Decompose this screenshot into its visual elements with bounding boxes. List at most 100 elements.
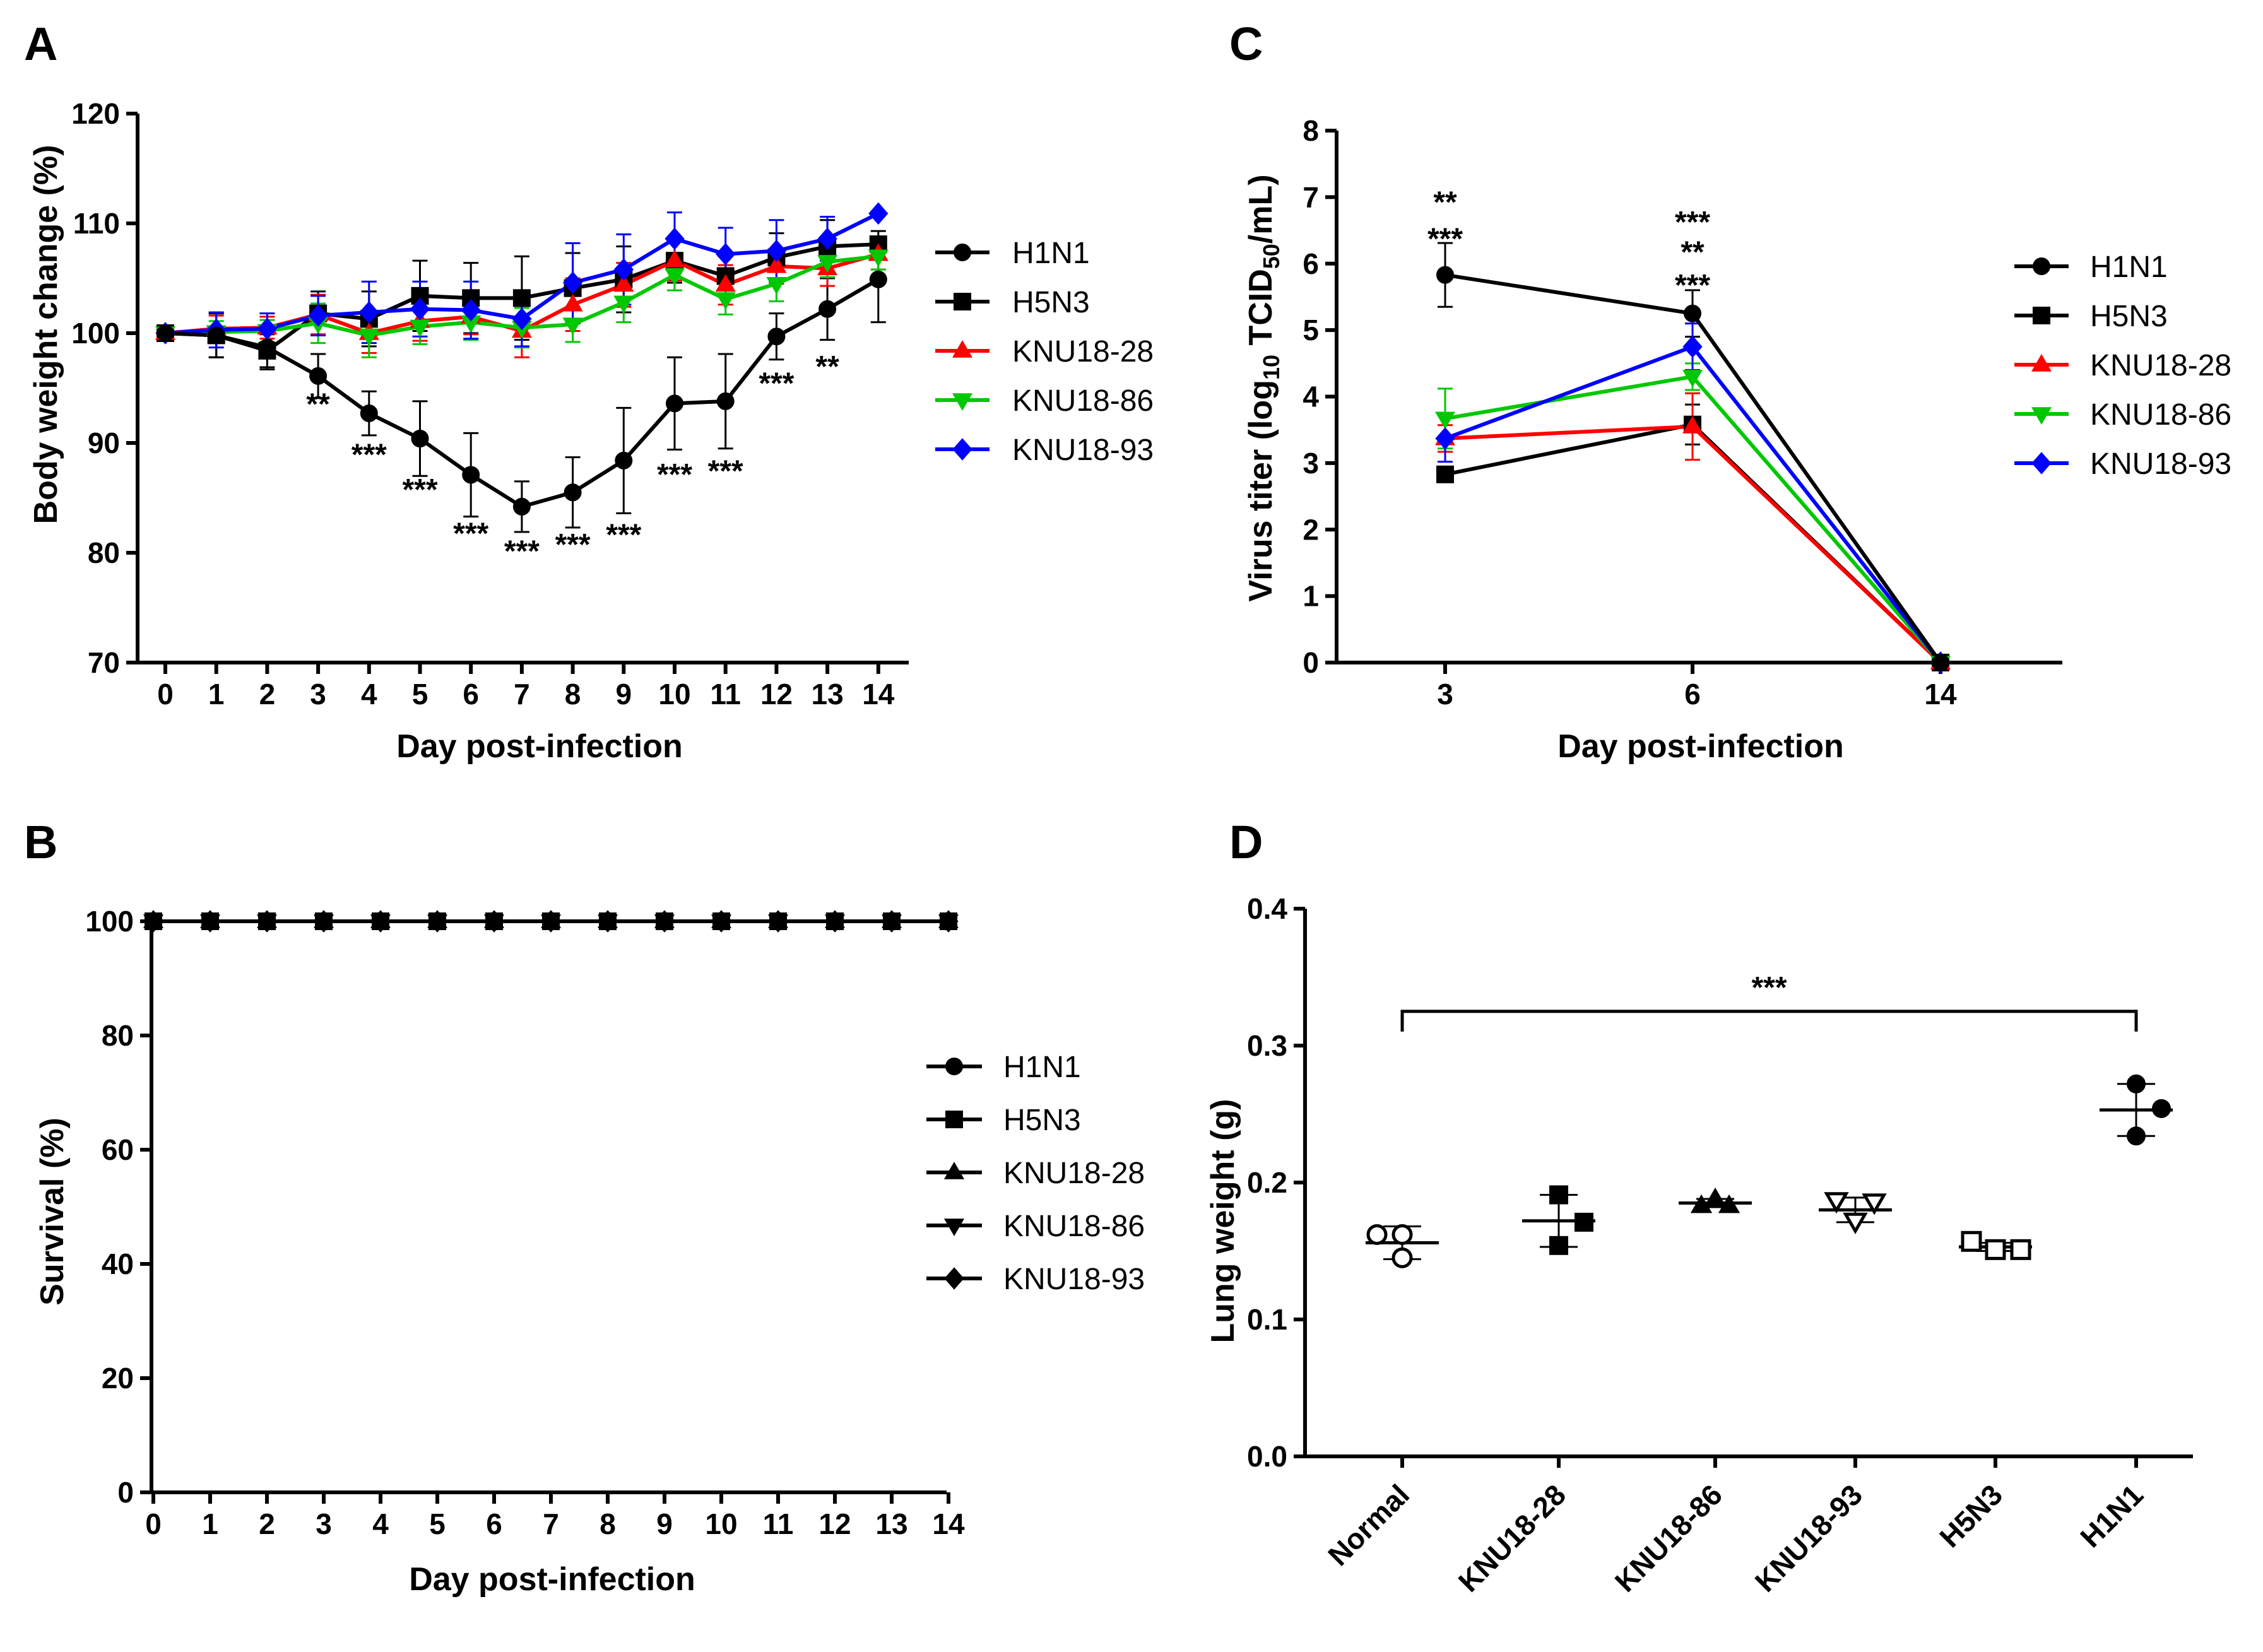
panel-a-significance-label: *** [402, 473, 437, 507]
panel-b-x-tick-label: 6 [486, 1507, 502, 1540]
panel-c-legend-label: KNU18-28 [2090, 349, 2231, 382]
panel-a-x-tick-label: 11 [710, 678, 741, 711]
panel-a-x-tick-label: 2 [259, 678, 276, 711]
panel-b-point-knu18-93 [257, 910, 277, 933]
panel-a-x-tick-label: 5 [412, 678, 428, 711]
panel-a-point-knu18-93 [716, 242, 736, 266]
panel-a-point-knu18-93 [359, 301, 379, 324]
panel-a-x-tick-label: 9 [616, 678, 632, 711]
panel-b-legend-marker-h1n1 [945, 1058, 963, 1075]
panel-a-legend-marker-knu18-86 [952, 393, 973, 411]
panel-b-point-knu18-93 [654, 910, 675, 933]
panel-a-point-h1n1 [615, 451, 633, 469]
panel-a-point-knu18-93 [308, 304, 328, 327]
panel-d-point-h5n3 [1961, 1230, 1982, 1252]
panel-b-point-knu18-93 [370, 910, 391, 933]
panel-b-y-tick-label: 0 [117, 1476, 134, 1509]
panel-b-point-knu18-93 [484, 910, 504, 933]
panel-b-y-tick-label: 80 [102, 1019, 134, 1052]
panel-d-significance-bracket [1400, 1010, 2138, 1032]
panel-d-x-tick-label: Normal [1321, 1478, 1415, 1572]
panel-a-point-knu18-93 [461, 298, 481, 322]
panel-d-y-tick-label: 0.3 [1247, 1029, 1287, 1062]
panel-d-point-h5n3 [1985, 1239, 2006, 1260]
panel-a-y-axis-title: Body weight change (%) [28, 145, 64, 524]
panel-c-point-h1n1 [1932, 654, 1949, 671]
panel-a-x-tick-label: 4 [361, 678, 377, 711]
panel-d-point-h1n1 [2127, 1126, 2146, 1146]
panel-d-significance-label: *** [1751, 971, 1787, 1005]
panel-c-legend-label: KNU18-93 [2090, 447, 2231, 481]
panel-c-legend-marker-knu18-86 [2031, 407, 2052, 425]
panel-a-point-knu18-86 [715, 292, 736, 310]
panel-c-y-tick-label: 0 [1303, 646, 1319, 679]
panel-a-point-h1n1 [512, 497, 531, 516]
panel-a-x-tick-label: 14 [862, 678, 895, 711]
panel-a-significance-label: *** [352, 438, 387, 471]
panel-a-point-h1n1 [767, 327, 786, 346]
panel-c-point-h5n3 [1436, 465, 1454, 483]
panel-a-point-knu18-86 [766, 276, 787, 295]
panel-letter-c: C [1229, 18, 1263, 70]
panel-b-point-knu18-93 [598, 910, 618, 933]
panel-a-point-h1n1 [360, 404, 378, 423]
panel-b-point-knu18-93 [314, 910, 334, 933]
panel-b-legend-marker-knu18-86 [943, 1218, 965, 1236]
panel-a-point-h1n1 [818, 300, 837, 318]
panel-b-point-knu18-93 [200, 910, 220, 933]
panel-d-point-knu18-86 [1690, 1194, 1713, 1213]
panel-d-point-normal [1391, 1247, 1413, 1268]
panel-a-point-knu18-93 [562, 271, 583, 294]
panel-c-significance-label: *** [1675, 206, 1710, 239]
panel-a-point-knu18-28 [715, 274, 736, 292]
panel-b-x-tick-label: 8 [600, 1507, 616, 1540]
panel-a-point-h1n1 [564, 483, 582, 502]
panel-c-y-tick-label: 8 [1303, 114, 1319, 147]
panel-b-point-knu18-93 [882, 910, 902, 933]
panel-c-point-knu18-28 [1682, 415, 1703, 434]
panel-b-legend-marker-knu18-93 [944, 1267, 964, 1290]
panel-a-x-tick-label: 0 [157, 678, 174, 711]
panel-a-point-knu18-86 [410, 319, 430, 338]
panel-a-point-knu18-86 [613, 295, 634, 314]
panel-a-y-tick-label: 110 [73, 207, 120, 240]
panel-c-y-tick-label: 6 [1303, 247, 1319, 280]
panel-a-x-tick-label: 8 [565, 678, 581, 711]
panel-a-significance-label: *** [708, 455, 743, 488]
panel-b-legend-marker-h5n3 [945, 1111, 963, 1128]
panel-c-legend-marker-h1n1 [2033, 257, 2050, 275]
panel-a-legend-marker-h5n3 [954, 293, 971, 310]
panel-c-y-tick-label: 7 [1303, 180, 1319, 213]
panel-b-x-tick-label: 14 [932, 1507, 965, 1540]
panel-c-legend-label: H1N1 [2090, 251, 2168, 284]
panel-a-significance-label: *** [504, 535, 540, 569]
panel-a-legend-label: KNU18-86 [1012, 384, 1154, 418]
panel-a-point-knu18-93 [868, 202, 889, 225]
panel-d-point-knu18-86 [1718, 1194, 1740, 1213]
panel-b-y-axis-title: Survival (%) [34, 1118, 71, 1306]
panel-a-y-tick-label: 100 [71, 317, 120, 350]
panel-b-y-tick-label: 100 [85, 905, 134, 938]
panel-b-x-tick-label: 1 [202, 1507, 218, 1540]
panel-c-significance-label: *** [1427, 222, 1463, 256]
panel-a: A Day post-infection Body weight change … [24, 18, 1154, 765]
panel-a-point-knu18-86 [817, 255, 838, 273]
panel-b-point-knu18-93 [143, 910, 163, 933]
panel-a-x-tick-label: 3 [310, 678, 326, 711]
panel-b-x-tick-label: 12 [818, 1507, 851, 1540]
panel-c-legend-label: H5N3 [2090, 300, 2168, 333]
panel-a-y-tick-label: 90 [88, 427, 120, 459]
panel-a-point-h1n1 [716, 392, 735, 410]
panel-a-point-knu18-93 [512, 307, 532, 331]
panel-a-point-knu18-86 [358, 328, 379, 346]
panel-a-point-h1n1 [309, 367, 328, 385]
panel-c-series-line-knu18-28 [1445, 424, 1942, 664]
panel-d-point-knu18-93 [1843, 1212, 1868, 1234]
panel-a-point-knu18-93 [665, 227, 685, 251]
panel-a-point-h1n1 [157, 324, 174, 342]
panel-b-y-tick-label: 60 [102, 1133, 134, 1166]
panel-c-legend-marker-h5n3 [2033, 307, 2050, 324]
panel-b-legend-label: H1N1 [1003, 1051, 1081, 1084]
panel-b-legend-label: KNU18-86 [1003, 1210, 1145, 1243]
